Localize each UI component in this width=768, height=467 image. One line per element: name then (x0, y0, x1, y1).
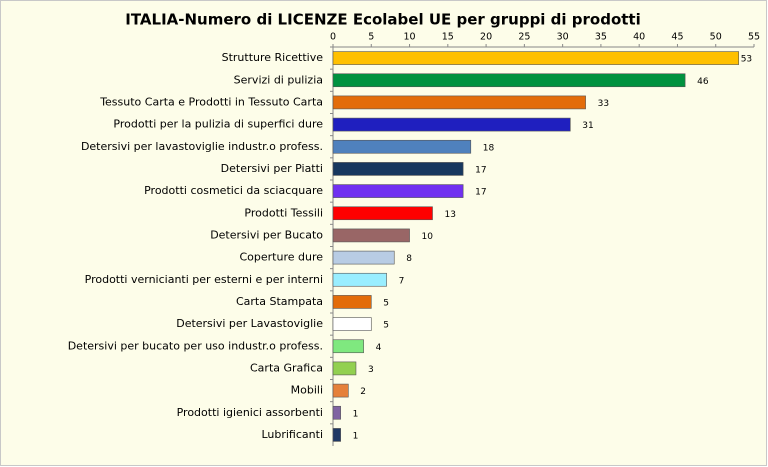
value-label: 18 (483, 143, 495, 153)
category-label: Prodotti vernicianti per esterni e per i… (85, 273, 323, 286)
value-label: 1 (353, 409, 359, 419)
x-tick-label: 35 (595, 32, 607, 43)
bar (332, 95, 586, 110)
bar (332, 117, 571, 132)
category-label: Detersivi per Piatti (221, 162, 323, 175)
value-label: 31 (582, 121, 593, 131)
bar (332, 228, 410, 243)
x-tick-label: 10 (403, 32, 415, 43)
bar (332, 139, 472, 154)
category-label: Detersivi per Lavastoviglie (176, 317, 323, 330)
category-label: Detersivi per bucato per uso industr.o p… (68, 339, 323, 352)
value-label: 3 (368, 365, 374, 375)
value-label: 33 (598, 99, 609, 109)
value-label: 46 (697, 77, 709, 87)
value-label: 17 (475, 165, 486, 175)
x-tick-label: 20 (480, 32, 492, 43)
value-label: 17 (475, 188, 486, 198)
category-label: Tessuto Carta e Prodotti in Tessuto Cart… (99, 95, 323, 108)
category-label: Mobili (291, 384, 323, 397)
value-label: 5 (383, 321, 389, 331)
x-tick-label: 0 (330, 32, 336, 43)
bar (332, 339, 364, 354)
bar (332, 383, 349, 398)
value-label: 10 (422, 232, 434, 242)
x-tick-label: 45 (671, 32, 683, 43)
bar (332, 73, 686, 88)
category-label: Carta Grafica (250, 361, 323, 374)
category-label: Detersivi per lavastoviglie industr.o pr… (81, 140, 323, 153)
value-label: 2 (360, 387, 366, 397)
value-label: 7 (399, 276, 405, 286)
value-label: 8 (406, 254, 412, 264)
value-label: 4 (376, 343, 382, 353)
bar (332, 361, 357, 376)
category-label: Strutture Ricettive (222, 51, 324, 64)
category-label: Lubrificanti (261, 428, 323, 441)
category-label: Prodotti Tessili (244, 206, 323, 219)
bar (332, 405, 341, 420)
category-label: Servizi di pulizia (234, 73, 323, 86)
value-label: 1 (353, 431, 359, 441)
x-tick-label: 55 (748, 32, 760, 43)
bar (332, 272, 387, 287)
x-tick-label: 50 (710, 32, 722, 43)
chart-title: ITALIA-Numero di LICENZE Ecolabel UE per… (125, 11, 640, 29)
x-tick-label: 25 (518, 32, 530, 43)
category-label: Prodotti cosmetici da sciacquare (144, 184, 323, 197)
value-label: 5 (383, 298, 389, 308)
bar (332, 428, 341, 442)
x-tick-label: 15 (442, 32, 454, 43)
x-tick-label: 40 (633, 32, 645, 43)
value-label: 53 (741, 55, 752, 65)
category-label: Prodotti per la pulizia di superfici dur… (113, 118, 323, 131)
x-tick-label: 5 (368, 32, 374, 43)
category-label: Carta Stampata (236, 295, 323, 308)
x-tick-label: 30 (557, 32, 569, 43)
bar (332, 184, 464, 198)
bar (332, 295, 372, 309)
bar (332, 250, 395, 265)
category-label: Coperture dure (239, 251, 323, 264)
value-label: 13 (445, 210, 456, 220)
category-label: Detersivi per Bucato (210, 228, 323, 241)
bar (332, 206, 433, 221)
bar (332, 317, 372, 331)
category-label: Prodotti igienici assorbenti (177, 406, 323, 419)
bar (332, 51, 739, 65)
bar (332, 162, 464, 176)
